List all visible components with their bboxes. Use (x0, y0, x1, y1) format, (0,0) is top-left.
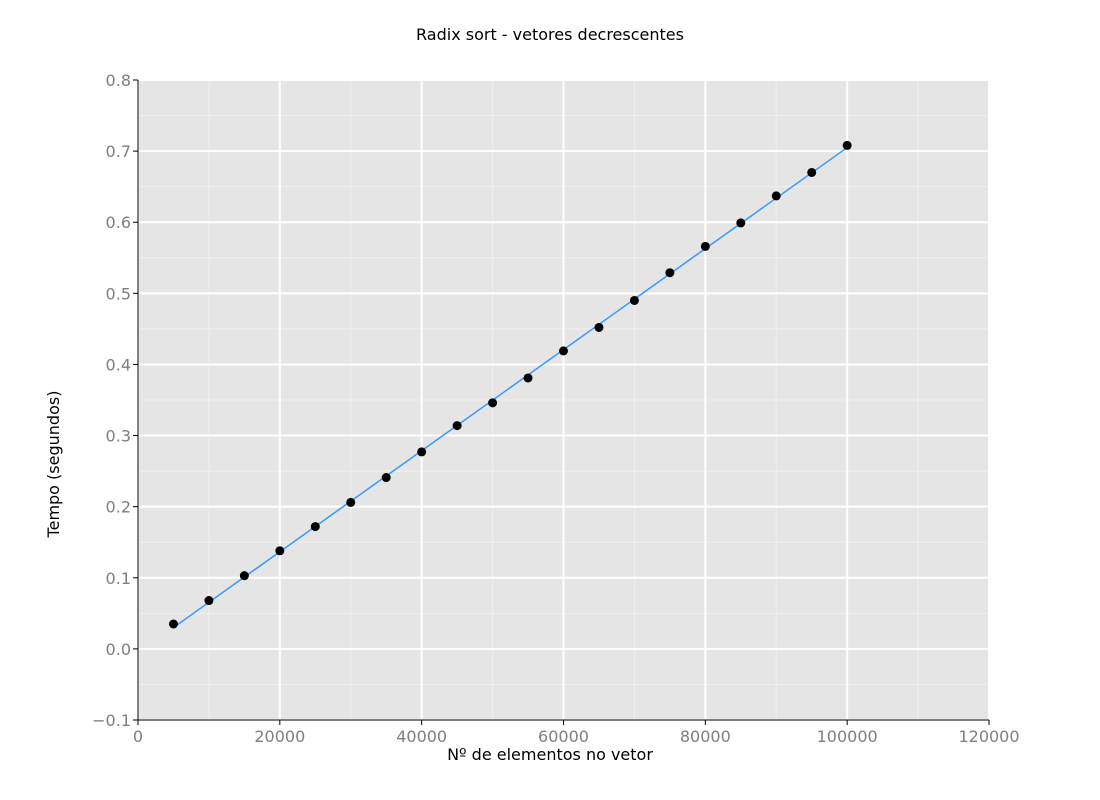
data-point (559, 346, 568, 356)
gridlines (137, 79, 990, 721)
data-point (452, 421, 462, 431)
data-point (239, 571, 249, 581)
data-point (310, 522, 320, 532)
tick-labels: 0 20000 40000 60000 80000 100000 120000 −0.1 0.0… (92, 71, 1019, 746)
data-point (488, 398, 498, 408)
y-tick-label: 0.4 (106, 355, 131, 374)
x-tick-label: 60000 (538, 727, 589, 746)
data-point (204, 596, 214, 606)
chart-title: Radix sort - vetores decrescentes (416, 25, 684, 44)
trend-line (173, 146, 848, 629)
x-tick-label: 20000 (254, 727, 305, 746)
data-point (665, 268, 675, 278)
y-axis-label: Tempo (segundos) (44, 391, 63, 539)
data-point (594, 322, 604, 332)
x-tick-label: 40000 (396, 727, 447, 746)
data-point (275, 546, 285, 556)
y-tick-label: −0.1 (92, 711, 131, 730)
x-tick-label: 100000 (817, 727, 878, 746)
x-tick-label: 120000 (958, 727, 1019, 746)
data-point (842, 140, 852, 150)
data-point (381, 473, 391, 483)
data-point (417, 447, 427, 457)
y-tick-label: 0.7 (106, 142, 131, 161)
data-point (346, 497, 356, 507)
data-points (168, 140, 852, 629)
y-tick-label: 0.1 (106, 569, 131, 588)
y-tick-label: 0.5 (106, 284, 131, 303)
x-tick-label: 0 (133, 727, 143, 746)
y-tick-label: 0.3 (106, 427, 131, 446)
y-tick-label: 0.6 (106, 213, 131, 232)
y-tick-label: 0.2 (106, 498, 131, 517)
data-point (771, 191, 781, 201)
data-point (700, 241, 710, 251)
y-tick-label: 0.0 (106, 640, 131, 659)
data-point (523, 373, 533, 383)
y-tick-label: 0.8 (106, 71, 131, 90)
data-point (736, 218, 746, 228)
x-tick-label: 80000 (680, 727, 731, 746)
axes (133, 79, 990, 725)
data-point (629, 295, 639, 305)
trend-line-group (173, 146, 848, 629)
data-point (807, 167, 817, 177)
x-axis-label: Nº de elementos no vetor (447, 745, 653, 764)
data-point (168, 619, 178, 629)
